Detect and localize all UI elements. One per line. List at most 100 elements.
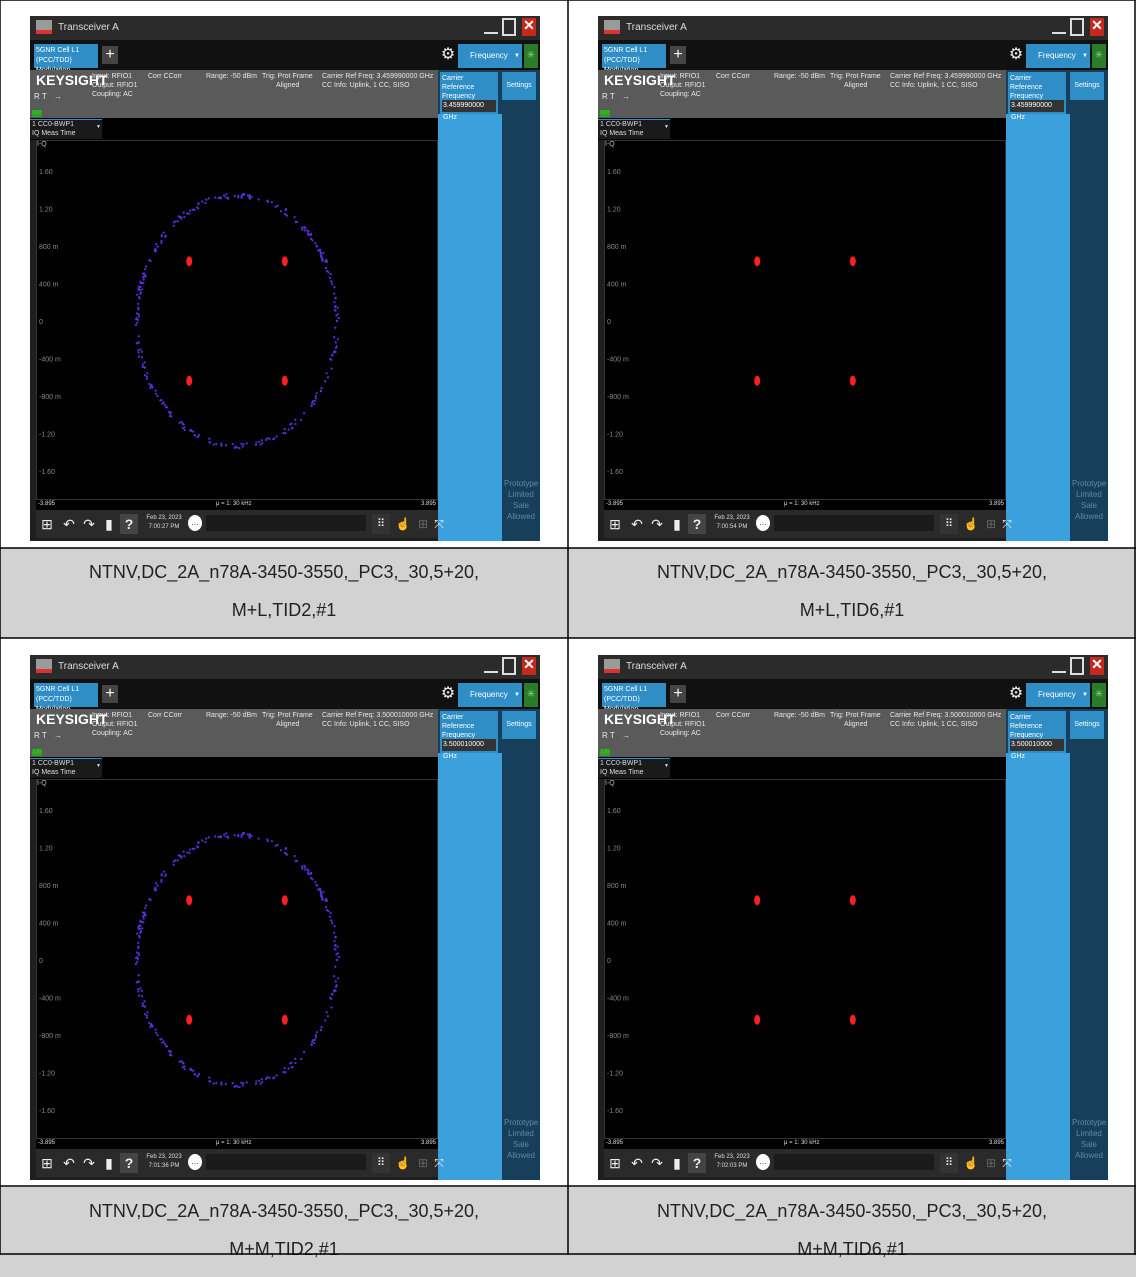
close-button[interactable]: ✕	[522, 657, 536, 675]
split-window-icon[interactable]: ⊞	[417, 1156, 429, 1170]
undo-icon[interactable]: ↶	[631, 1155, 643, 1171]
minimize-button[interactable]	[1052, 18, 1066, 34]
keypad-icon[interactable]: ⠿	[372, 1153, 390, 1173]
redo-icon[interactable]: ↷	[83, 1155, 95, 1171]
undo-icon[interactable]: ↶	[63, 1155, 75, 1171]
help-icon[interactable]: ?	[120, 514, 138, 534]
carrier-reference-value[interactable]: 3.459990000 GHz	[442, 100, 496, 121]
status-icon[interactable]: ✳	[1092, 683, 1106, 707]
caption-line1: NTNV,DC_2A_n78A-3450-3550,_PC3,_30,5+20,	[88, 562, 480, 582]
trace-selector[interactable]: 1 CC0-BWP1 IQ Meas Time	[598, 119, 670, 139]
tab-modulation-analysis[interactable]: 5GNR Cell L1 (PCC/TDD) Modulation Analys…	[602, 683, 666, 723]
status-icon[interactable]: ✳	[524, 44, 538, 68]
message-icon[interactable]: …	[188, 1154, 202, 1170]
windows-icon[interactable]: ⊞	[609, 516, 621, 532]
split-window-icon[interactable]: ⊞	[417, 517, 429, 531]
carrier-reference-frequency-key[interactable]: Carrier Reference Frequency 3.500010000 …	[1008, 711, 1066, 760]
minimize-button[interactable]	[1052, 657, 1066, 673]
ring-sample-point	[268, 437, 271, 440]
undo-icon[interactable]: ↶	[631, 516, 643, 532]
touch-icon[interactable]: ☝	[963, 517, 979, 531]
frequency-menu[interactable]: Frequency ▼	[1026, 44, 1090, 68]
trace-selector[interactable]: 1 CC0-BWP1 IQ Meas Time	[598, 758, 670, 778]
close-button[interactable]: ✕	[1090, 18, 1104, 36]
keypad-icon[interactable]: ⠿	[940, 1153, 958, 1173]
minimize-button[interactable]	[484, 657, 498, 673]
full-screen-icon[interactable]: ⤧	[1002, 1156, 1012, 1170]
gear-icon[interactable]: ⚙	[440, 46, 456, 63]
ring-sample-point	[333, 931, 336, 934]
help-icon[interactable]: ?	[120, 1153, 138, 1173]
full-screen-icon[interactable]: ⤧	[1002, 517, 1012, 531]
help-icon[interactable]: ?	[688, 514, 706, 534]
settings-button[interactable]: Settings	[502, 72, 536, 100]
gear-icon[interactable]: ⚙	[440, 685, 456, 702]
carrier-reference-value[interactable]: 3.500010000 GHz	[1010, 739, 1064, 760]
settings-button[interactable]: Settings	[1070, 711, 1104, 739]
settings-button[interactable]: Settings	[1070, 72, 1104, 100]
tab-modulation-analysis[interactable]: 5GNR Cell L1 (PCC/TDD) Modulation Analys…	[34, 44, 98, 84]
carrier-reference-frequency-key[interactable]: Carrier Reference Frequency 3.500010000 …	[440, 711, 498, 760]
settings-button[interactable]: Settings	[502, 711, 536, 739]
keypad-icon[interactable]: ⠿	[940, 514, 958, 534]
frequency-menu[interactable]: Frequency ▼	[458, 683, 522, 707]
gear-icon[interactable]: ⚙	[1008, 685, 1024, 702]
file-icon[interactable]: ▮	[105, 1155, 113, 1171]
file-icon[interactable]: ▮	[673, 1155, 681, 1171]
maximize-button[interactable]	[502, 18, 516, 36]
add-tab-button[interactable]: +	[102, 46, 118, 64]
message-icon[interactable]: …	[756, 515, 770, 531]
trace-selector-line1: 1 CC0-BWP1	[600, 121, 643, 128]
file-icon[interactable]: ▮	[105, 516, 113, 532]
message-icon[interactable]: …	[188, 515, 202, 531]
windows-icon[interactable]: ⊞	[41, 516, 53, 532]
minimize-button[interactable]	[484, 18, 498, 34]
trace-selector[interactable]: 1 CC0-BWP1 IQ Meas Time	[30, 758, 102, 778]
ring-sample-point	[250, 834, 253, 838]
touch-icon[interactable]: ☝	[395, 1156, 411, 1170]
status-icon[interactable]: ✳	[1092, 44, 1106, 68]
close-button[interactable]: ✕	[1090, 657, 1104, 675]
touch-icon[interactable]: ☝	[395, 517, 411, 531]
tab-modulation-analysis[interactable]: 5GNR Cell L1 (PCC/TDD) Modulation Analys…	[602, 44, 666, 84]
close-button[interactable]: ✕	[522, 18, 536, 36]
carrier-reference-value[interactable]: 3.459990000 GHz	[1010, 100, 1064, 121]
tab-modulation-analysis[interactable]: 5GNR Cell L1 (PCC/TDD) Modulation Analys…	[34, 683, 98, 723]
touch-icon[interactable]: ☝	[963, 1156, 979, 1170]
ring-sample-point	[183, 428, 186, 432]
carrier-reference-frequency-key[interactable]: Carrier Reference Frequency 3.459990000 …	[440, 72, 498, 121]
ring-sample-point	[197, 433, 201, 437]
trace-selector[interactable]: 1 CC0-BWP1 IQ Meas Time	[30, 119, 102, 139]
status-icon[interactable]: ✳	[524, 683, 538, 707]
split-window-icon[interactable]: ⊞	[985, 1156, 997, 1170]
maximize-button[interactable]	[1070, 18, 1084, 36]
help-icon[interactable]: ?	[688, 1153, 706, 1173]
ring-sample-point	[322, 251, 325, 255]
undo-icon[interactable]: ↶	[63, 516, 75, 532]
add-tab-button[interactable]: +	[670, 685, 686, 703]
frequency-menu[interactable]: Frequency ▼	[458, 44, 522, 68]
gear-icon[interactable]: ⚙	[1008, 46, 1024, 63]
ring-sample-point	[174, 859, 177, 862]
maximize-button[interactable]	[502, 657, 516, 675]
redo-icon[interactable]: ↷	[651, 516, 663, 532]
full-screen-icon[interactable]: ⤧	[434, 1156, 444, 1170]
add-tab-button[interactable]: +	[102, 685, 118, 703]
ring-sample-point	[275, 1074, 278, 1077]
file-icon[interactable]: ▮	[673, 516, 681, 532]
carrier-reference-frequency-key[interactable]: Carrier Reference Frequency 3.459990000 …	[1008, 72, 1066, 121]
keypad-icon[interactable]: ⠿	[372, 514, 390, 534]
windows-icon[interactable]: ⊞	[609, 1155, 621, 1171]
windows-icon[interactable]: ⊞	[41, 1155, 53, 1171]
carrier-reference-value[interactable]: 3.500010000 GHz	[442, 739, 496, 760]
redo-icon[interactable]: ↷	[651, 1155, 663, 1171]
split-window-icon[interactable]: ⊞	[985, 517, 997, 531]
maximize-button[interactable]	[1070, 657, 1084, 675]
ring-sample-point	[160, 880, 163, 883]
message-icon[interactable]: …	[756, 1154, 770, 1170]
frequency-menu[interactable]: Frequency ▼	[1026, 683, 1090, 707]
full-screen-icon[interactable]: ⤧	[434, 517, 444, 531]
prototype-note-line: Prototype	[504, 479, 539, 488]
redo-icon[interactable]: ↷	[83, 516, 95, 532]
add-tab-button[interactable]: +	[670, 46, 686, 64]
